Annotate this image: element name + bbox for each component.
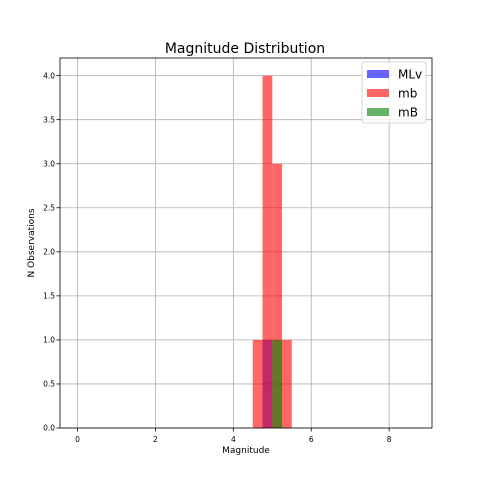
- y-tick-label: 2.0: [43, 248, 55, 257]
- x-tick-label: 6: [309, 435, 314, 444]
- y-axis-label: N Observations: [27, 208, 37, 277]
- y-tick-label: 2.5: [43, 203, 55, 212]
- x-axis-label: Magnitude: [222, 446, 270, 456]
- plot-frame: [59, 57, 433, 429]
- y-tick-label: 3.0: [43, 159, 55, 168]
- y-tick-label: 0.5: [43, 380, 55, 389]
- legend-label-mb: mb: [398, 87, 417, 101]
- y-tick-label: 4.0: [43, 71, 55, 80]
- y-tick-label: 3.5: [43, 115, 55, 124]
- x-tick-label: 2: [153, 435, 158, 444]
- legend-label-mlv: MLv: [398, 68, 422, 82]
- bar-mb: [262, 75, 273, 428]
- x-tick-label: 4: [231, 435, 236, 444]
- x-axis-ticks: 0 2 4 6 8: [75, 428, 392, 444]
- legend-swatch-mb: [367, 89, 389, 97]
- bar-mb: [282, 339, 292, 428]
- legend: MLv mb mB: [361, 61, 427, 124]
- chart-title: Magnitude Distribution: [165, 41, 325, 57]
- legend-label-mb: mB: [398, 106, 418, 120]
- legend-swatch-mb: [367, 108, 389, 116]
- bar-mb: [272, 339, 283, 428]
- y-tick-label: 1.5: [43, 292, 55, 301]
- histogram-bars: [252, 75, 292, 428]
- y-tick-label: 0.0: [43, 424, 55, 433]
- x-tick-label: 0: [75, 435, 80, 444]
- bar-mb: [252, 339, 263, 428]
- y-axis-ticks: 0.0 0.5 1.0 1.5 2.0 2.5 3.0 3.5 4.0: [43, 71, 60, 433]
- y-tick-label: 1.0: [43, 336, 55, 345]
- x-tick-label: 8: [387, 435, 392, 444]
- bar-mb: [272, 163, 283, 428]
- legend-swatch-mlv: [367, 70, 389, 78]
